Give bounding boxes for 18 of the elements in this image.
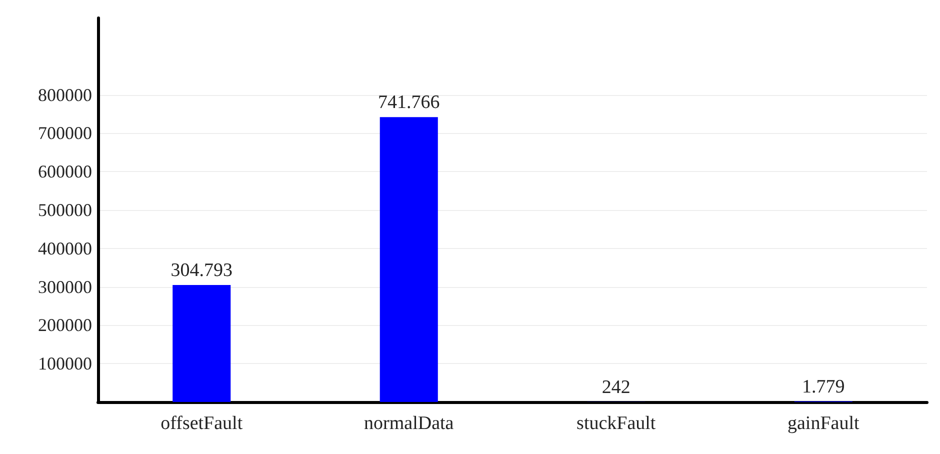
y-tick-label: 800000 (38, 84, 92, 105)
data-label: 242 (602, 376, 630, 398)
y-tick-label: 500000 (38, 200, 92, 220)
bar (380, 117, 438, 402)
x-tick-label: offsetFault (160, 413, 244, 434)
data-label: 1.779 (802, 376, 845, 398)
y-tick-label: 700000 (38, 123, 92, 144)
x-tick-label: normalData (364, 413, 454, 434)
x-tick-label: stuckFault (576, 413, 656, 434)
data-label: 304.793 (170, 260, 232, 281)
y-tick-label: 100000 (38, 354, 92, 374)
y-tick-label: 400000 (38, 238, 92, 258)
y-tick-label: 600000 (38, 162, 92, 182)
y-tick-label: 300000 (38, 276, 92, 297)
x-tick-label: gainFault (787, 413, 860, 434)
y-tick-label: 200000 (38, 315, 92, 336)
bar (172, 284, 231, 402)
data-label: 741.766 (378, 92, 440, 114)
